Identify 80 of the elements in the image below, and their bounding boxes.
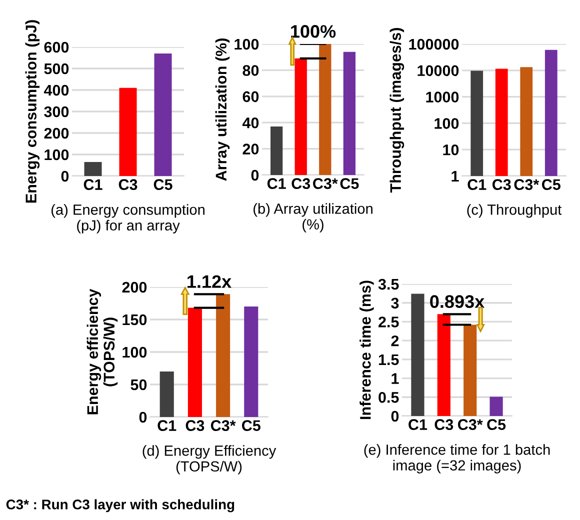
x-tick-label: C5 (487, 419, 506, 430)
y-tick-label: 3.5 (378, 278, 399, 290)
y-tick-label: 100 (122, 346, 147, 358)
y-axis-title: Energy efficiency (TOPS/W) (86, 288, 118, 414)
text: C3* : Run C3 layer with scheduling (6, 499, 234, 512)
bar (216, 294, 230, 417)
x-tick-label: C3 (186, 420, 204, 432)
bar (188, 308, 202, 417)
x-tick-label: C1 (84, 179, 102, 190)
x-tick-label: C5 (242, 420, 260, 431)
y-tick-label: 80 (242, 65, 259, 76)
y-tick-label: 500 (44, 63, 69, 74)
bar (119, 88, 137, 176)
y-tick-label: 2.5 (378, 316, 399, 328)
bar (154, 53, 172, 176)
x-tick-label: C3 (292, 178, 310, 190)
y-axis-title: Array utilization (%) (215, 38, 230, 181)
y-tick-label: 2 (391, 335, 399, 346)
bar (270, 126, 283, 175)
bar (319, 44, 332, 175)
y-tick-label: 0 (391, 410, 399, 422)
x-tick-label: C3* (458, 419, 483, 430)
y-tick-label: 1000 (426, 92, 459, 102)
x-tick-label: C3* (210, 420, 236, 432)
y-tick-label: 1 (392, 373, 399, 384)
y-tick-label: 3 (391, 298, 399, 309)
y-tick-label: 100 (434, 118, 459, 129)
y-tick-label: 150 (122, 314, 147, 326)
x-axis-title: (e) Inference time for 1 batch image (=32 images) (364, 444, 550, 474)
y-tick-label: 10 (443, 144, 459, 156)
y-tick-label: 10000 (418, 65, 459, 76)
annotation: 100% (291, 25, 336, 38)
y-tick-label: 100 (234, 38, 259, 50)
x-tick-label: C3 (434, 419, 454, 430)
x-axis-title: (c) Throughput (467, 204, 562, 218)
y-tick-label: 200 (122, 282, 147, 293)
bar (464, 324, 477, 416)
x-tick-label: C3* (514, 179, 540, 190)
x-tick-label: C1 (267, 178, 286, 189)
bar (411, 294, 424, 416)
y-axis-title: Inference time (ms) (360, 280, 374, 420)
y-tick-label: 0 (139, 412, 147, 423)
annotation: 1.12x (188, 275, 232, 288)
bar (343, 52, 356, 175)
annotation: 0.893x (430, 295, 484, 308)
bar (294, 58, 307, 175)
bar (160, 372, 174, 417)
x-tick-label: C5 (154, 179, 172, 190)
x-axis-title: (a) Energy consumption (pJ) for an array (52, 204, 204, 234)
x-tick-label: C3 (118, 179, 138, 190)
y-tick-label: 300 (44, 106, 69, 118)
y-tick-label: 50 (130, 379, 147, 390)
y-tick-label: 100 (44, 149, 69, 160)
y-tick-label: 60 (242, 91, 259, 102)
x-tick-label: C3* (313, 178, 338, 190)
x-tick-label: C1 (158, 420, 176, 431)
y-tick-label: 600 (44, 42, 69, 53)
x-tick-label: C1 (468, 179, 486, 190)
y-tick-label: 0.5 (378, 392, 399, 403)
bar (490, 396, 503, 416)
bar (437, 314, 450, 416)
y-tick-label: 1.5 (378, 354, 399, 366)
x-tick-label: C1 (408, 419, 428, 430)
x-tick-label: C5 (542, 179, 560, 190)
y-tick-label: 40 (242, 117, 259, 128)
y-tick-label: 100000 (409, 38, 459, 50)
bar (84, 162, 102, 176)
x-tick-label: C3 (492, 179, 511, 190)
y-tick-label: 0 (61, 170, 69, 182)
y-tick-label: 1 (452, 171, 459, 182)
y-axis-title: Energy consumption (pJ) (25, 20, 40, 203)
bar (244, 306, 258, 417)
x-axis-title: (d) Energy Efficiency (TOPS/W) (142, 445, 276, 474)
y-axis-title: Throughput (images/s) (390, 28, 404, 193)
y-tick-label: 0 (251, 170, 259, 181)
y-tick-label: 200 (44, 128, 69, 139)
y-tick-label: 20 (242, 144, 259, 154)
y-tick-label: 400 (44, 84, 69, 96)
x-tick-label: C5 (340, 178, 359, 189)
x-axis-title: (b) Array utilization (%) (254, 203, 372, 232)
